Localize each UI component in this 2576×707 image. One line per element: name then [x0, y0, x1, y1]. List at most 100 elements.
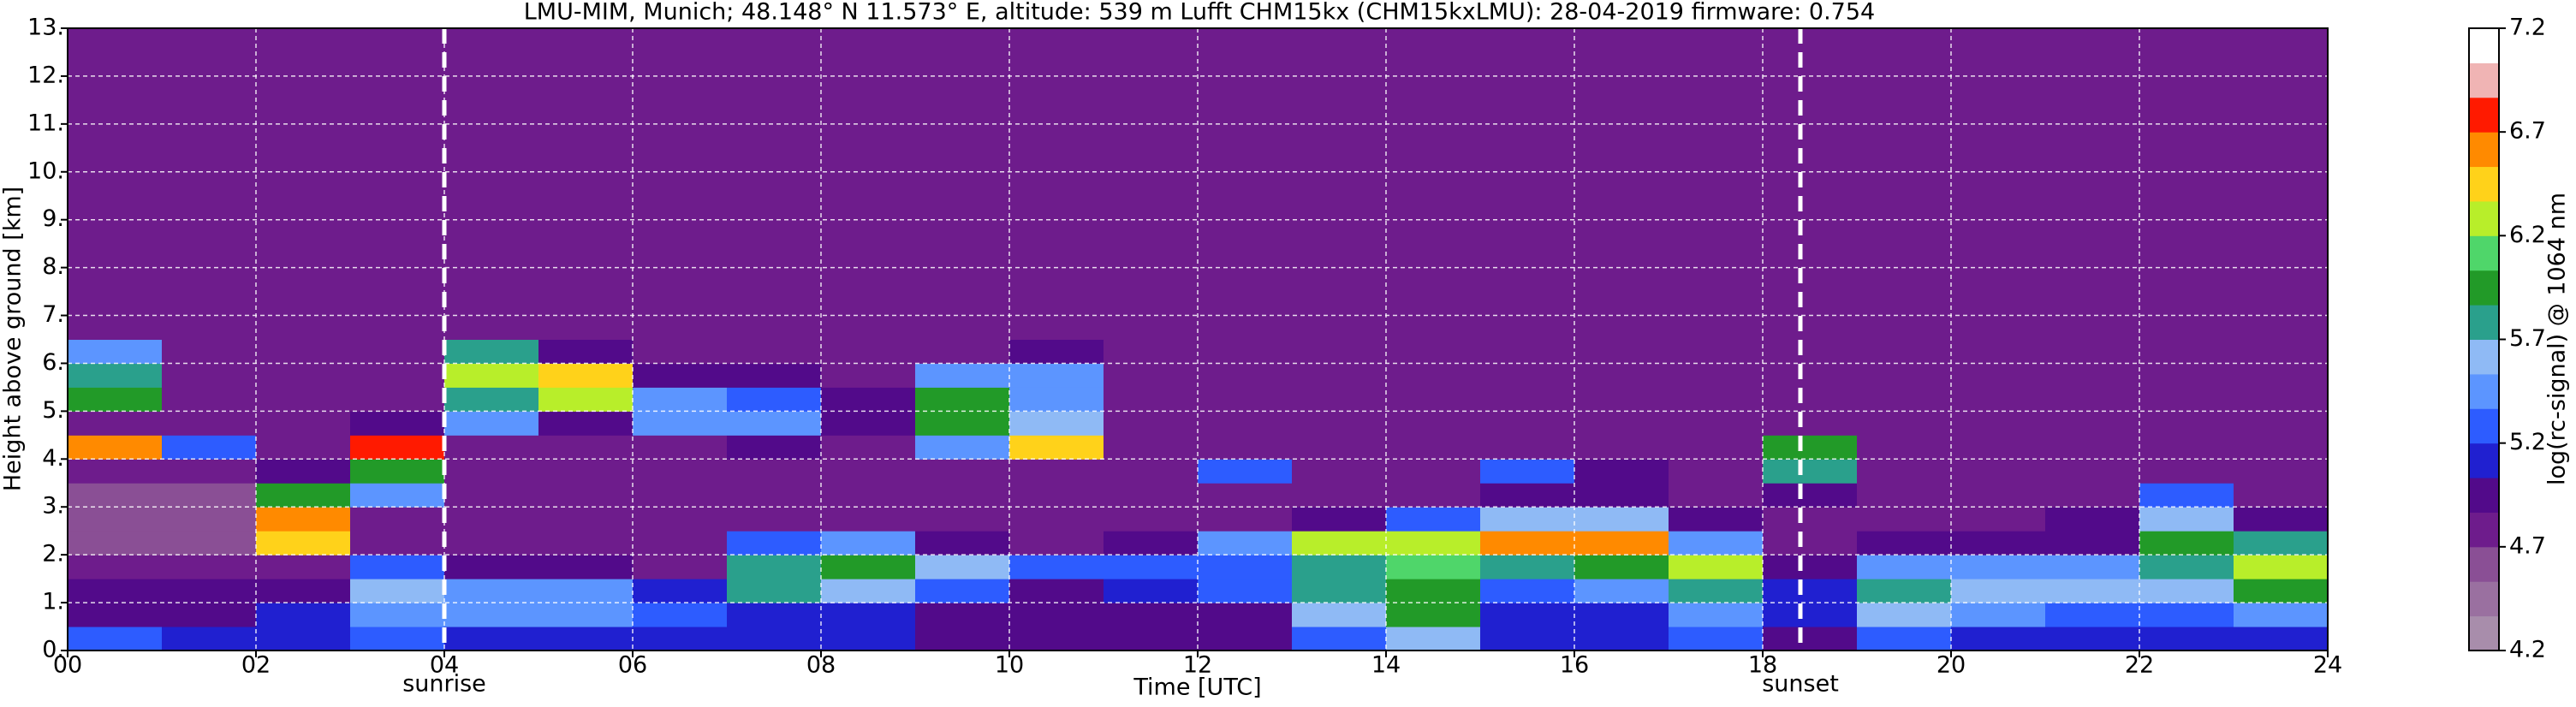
- colorbar-segment: [2469, 546, 2499, 582]
- heat-cell: [350, 555, 445, 579]
- colorbar-segment: [2469, 512, 2499, 548]
- heat-cell: [538, 483, 634, 508]
- heat-cell: [1386, 507, 1481, 532]
- heat-cell: [1292, 411, 1387, 436]
- heat-cell: [727, 483, 822, 508]
- heat-cell: [1857, 579, 1952, 603]
- heat-cell: [350, 363, 445, 388]
- heat-cell: [256, 507, 351, 532]
- x-tick-label: 14: [1371, 652, 1401, 679]
- x-tick-label: 20: [1936, 652, 1966, 679]
- heat-cell: [2234, 579, 2329, 603]
- x-tick-label: 02: [241, 652, 271, 679]
- heat-cell: [1386, 579, 1481, 603]
- heat-cell: [915, 555, 1010, 579]
- x-tick-label: 00: [53, 652, 82, 679]
- heat-cell: [2045, 28, 2140, 317]
- heat-cell: [1198, 507, 1293, 532]
- heat-cell: [256, 363, 351, 388]
- heat-cell: [1857, 459, 1952, 484]
- heat-cell: [1292, 483, 1387, 508]
- heat-cell: [1104, 459, 1199, 484]
- heat-cell: [1951, 435, 2046, 460]
- heat-cell: [350, 507, 445, 532]
- heat-cell: [1669, 363, 1764, 388]
- heat-cell: [1292, 531, 1387, 556]
- heat-cell: [1198, 435, 1293, 460]
- annotation-label: sunrise: [402, 671, 486, 698]
- heat-cell: [2234, 387, 2329, 412]
- heat-cell: [538, 459, 634, 484]
- heat-cell: [1574, 363, 1669, 388]
- heat-cell: [1198, 363, 1293, 388]
- heat-cell: [915, 387, 1010, 412]
- heat-cell: [1104, 507, 1199, 532]
- heat-cell: [915, 507, 1010, 532]
- heat-cell: [1198, 483, 1293, 508]
- heat-cell: [727, 555, 822, 579]
- heat-cell: [68, 603, 163, 627]
- heat-cell: [2139, 579, 2234, 603]
- heat-cell: [2139, 555, 2234, 579]
- heat-cell: [256, 459, 351, 484]
- heat-cell: [68, 483, 163, 508]
- x-tick-label: 12: [1183, 652, 1212, 679]
- x-tick-label: 06: [618, 652, 647, 679]
- heat-cell: [1198, 555, 1293, 579]
- heat-cell: [2139, 483, 2234, 508]
- heat-cell: [915, 435, 1010, 460]
- heat-cell: [444, 531, 539, 556]
- heat-cell: [350, 435, 445, 460]
- heat-cell: [444, 507, 539, 532]
- heat-cell: [1104, 483, 1199, 508]
- heat-cell: [633, 603, 728, 627]
- heat-cell: [538, 579, 634, 603]
- heat-cell: [1857, 315, 1952, 340]
- heat-cell: [1574, 387, 1669, 412]
- heat-cell: [1669, 627, 1764, 651]
- heat-cell: [1574, 483, 1669, 508]
- heat-cell: [1292, 435, 1387, 460]
- heat-cell: [1951, 411, 2046, 436]
- x-tick-label: 10: [995, 652, 1024, 679]
- heat-cell: [1386, 363, 1481, 388]
- heat-cell: [68, 507, 163, 532]
- heat-cell: [1292, 387, 1387, 412]
- heat-cell: [1104, 435, 1199, 460]
- heat-cell: [2045, 555, 2140, 579]
- heat-cell: [1763, 627, 1858, 651]
- heat-cell: [633, 363, 728, 388]
- heat-cell: [2139, 411, 2234, 436]
- heat-cell: [256, 483, 351, 508]
- heat-cell: [1669, 339, 1764, 364]
- heat-cell: [915, 483, 1010, 508]
- heat-cell: [162, 579, 257, 603]
- colorbar-segment: [2469, 132, 2499, 168]
- heat-cell: [2045, 435, 2140, 460]
- colorbar-segment: [2469, 305, 2499, 340]
- annotation-label: sunset: [1762, 671, 1839, 698]
- heat-cell: [1386, 387, 1481, 412]
- heat-cell: [1480, 483, 1575, 508]
- heat-cell: [1480, 435, 1575, 460]
- heat-cell: [1480, 627, 1575, 651]
- heat-cell: [256, 435, 351, 460]
- heat-cell: [1009, 387, 1104, 412]
- heat-cell: [162, 315, 257, 340]
- heat-cell: [727, 459, 822, 484]
- heat-cell: [1104, 315, 1199, 340]
- heat-cell: [633, 411, 728, 436]
- heat-cell: [2234, 531, 2329, 556]
- heat-cell: [2139, 603, 2234, 627]
- heat-cell: [1480, 411, 1575, 436]
- plot-frame: [67, 27, 2329, 651]
- heat-cell: [2139, 435, 2234, 460]
- heat-cell: [1480, 339, 1575, 364]
- heat-cell: [1009, 555, 1104, 579]
- heat-cell: [1104, 579, 1199, 603]
- heat-cell: [2045, 315, 2140, 340]
- heat-cell: [1574, 603, 1669, 627]
- heat-cell: [68, 531, 163, 556]
- colorbar-segment: [2469, 28, 2499, 63]
- heat-cell: [1669, 531, 1764, 556]
